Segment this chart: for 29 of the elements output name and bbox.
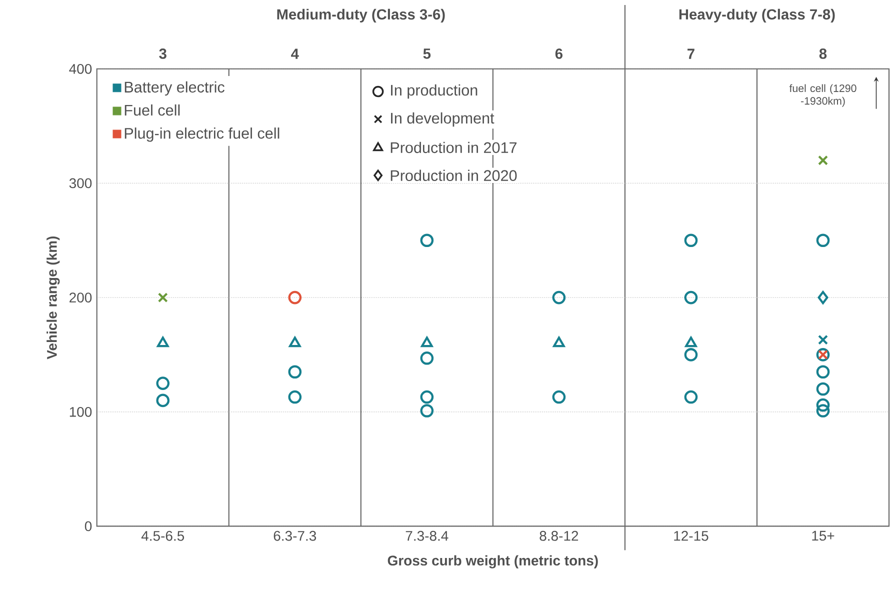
x2-tick-label: 3 [159, 48, 166, 59]
annotation: In development [391, 112, 494, 127]
y-tick-label: 400 [69, 64, 92, 74]
y-tick-label: 200 [70, 292, 92, 302]
text: Medium-duty (Class 3-6) [277, 8, 445, 22]
x2-tick-label: 4 [291, 48, 299, 59]
x2-tick-label: 6 [555, 48, 562, 59]
x-tick-label: 4.5-6.5 [141, 530, 184, 541]
y-tick-label: 100 [70, 406, 92, 417]
x-tick-label: 8.8-12 [540, 530, 578, 541]
x-axis-title: Gross curb weight (metric tons) [388, 555, 598, 568]
annotation: fuel cell (1290 -1930km) [789, 84, 856, 107]
x-tick-label: 6.3-7.3 [274, 530, 316, 541]
annotation: Production in 2017 [390, 142, 517, 154]
annotation: In production [391, 84, 478, 99]
x-tick-label: 12-15 [674, 530, 708, 541]
legend-label: Battery electric [124, 81, 224, 96]
y-tick-label: 300 [69, 178, 92, 188]
x-tick-label: 15+ [812, 530, 834, 541]
legend-label: Fuel cell [124, 104, 180, 116]
annotation: Production in 2020 [390, 170, 517, 181]
x2-tick-label: 8 [819, 48, 827, 59]
text: Heavy-duty (Class 7-8) [679, 8, 835, 22]
y-tick-label: 0 [84, 521, 92, 532]
x2-tick-label: 5 [423, 48, 431, 59]
y-axis-title: Vehicle range (km) [46, 236, 60, 360]
x2-tick-label: 7 [688, 48, 694, 59]
x-tick-label: 7.3-8.4 [406, 530, 448, 541]
legend-label: Plug-in electric fuel cell [124, 127, 280, 142]
